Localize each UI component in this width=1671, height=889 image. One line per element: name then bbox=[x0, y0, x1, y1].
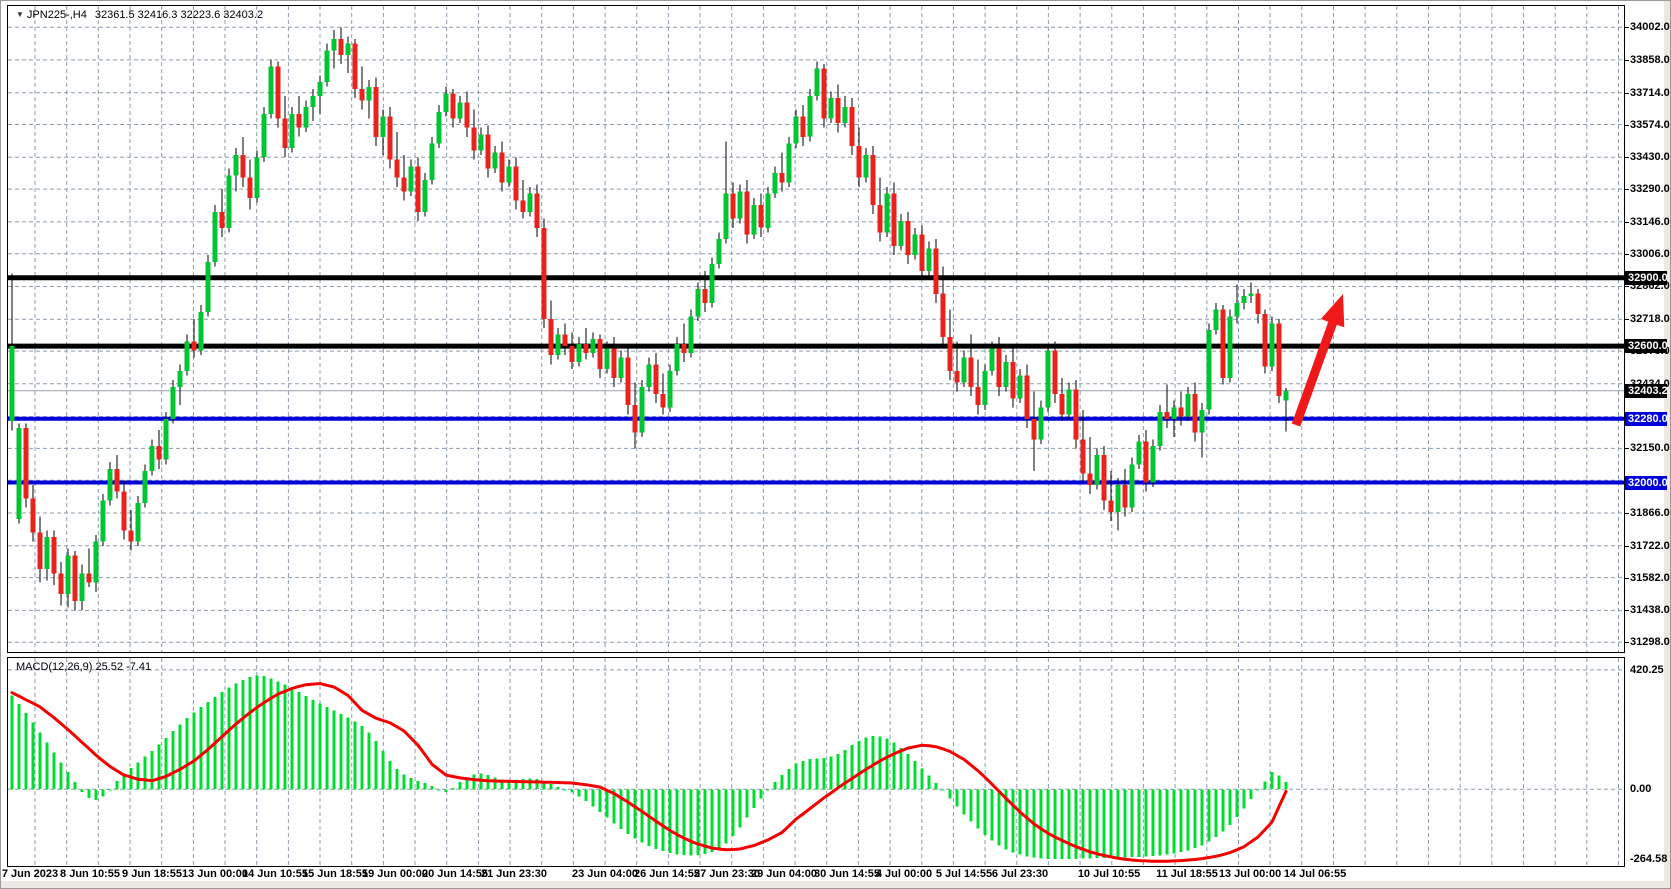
price-axis-label: 33146.0 bbox=[1630, 216, 1670, 228]
price-tag-32900.0: 32900.0 bbox=[1625, 271, 1668, 285]
price-axis-label: 31722.0 bbox=[1630, 540, 1670, 552]
time-axis-label: 14 Jun 10:55 bbox=[241, 868, 309, 880]
price-axis-label: 34002.0 bbox=[1630, 21, 1670, 33]
time-axis-label: 5 Jul 14:55 bbox=[935, 868, 993, 880]
price-tick bbox=[1625, 578, 1629, 579]
time-axis-label: 9 Jun 18:55 bbox=[122, 868, 182, 880]
price-tick bbox=[1625, 610, 1629, 611]
time-axis-label: 13 Jul 00:00 bbox=[1218, 868, 1282, 880]
price-tick bbox=[1625, 189, 1629, 190]
time-axis-label: 23 Jun 04:00 bbox=[571, 868, 639, 880]
chart-title-bar: ▼ JPN225-,H4 32361.5 32416.3 32223.6 32403… bbox=[14, 9, 263, 21]
price-axis-label: 33430.0 bbox=[1630, 151, 1670, 163]
chart-ohlc-values: 32361.5 32416.3 32223.6 32403.2 bbox=[94, 9, 264, 21]
time-axis-label: 7 Jun 2023 bbox=[1, 868, 59, 880]
window-right-edge bbox=[1663, 1, 1670, 888]
time-axis-label: 29 Jun 04:00 bbox=[750, 868, 818, 880]
price-tick bbox=[1625, 286, 1629, 287]
price-axis-label: 31298.0 bbox=[1630, 636, 1670, 648]
main-chart-panel[interactable]: ▼ JPN225-,H4 32361.5 32416.3 32223.6 32403… bbox=[7, 5, 1625, 653]
price-axis-label: 33006.0 bbox=[1630, 248, 1670, 260]
time-axis-label: 4 Jul 00:00 bbox=[875, 868, 933, 880]
trend-arrow-annotation[interactable] bbox=[1291, 294, 1345, 427]
price-axis-label: 32718.0 bbox=[1630, 313, 1670, 325]
macd-panel[interactable]: MACD(12,26,9) 25.52 -7.41 bbox=[7, 657, 1625, 867]
time-axis-label: 26 Jun 14:55 bbox=[633, 868, 701, 880]
candles bbox=[9, 27, 1289, 611]
price-axis-label: 33714.0 bbox=[1630, 87, 1670, 99]
window-bottom-edge bbox=[1, 881, 1670, 888]
candlestick-chart-canvas[interactable] bbox=[8, 6, 1624, 652]
time-axis-label: 19 Jun 00:00 bbox=[361, 868, 429, 880]
time-axis-label: 27 Jun 23:30 bbox=[693, 868, 761, 880]
price-axis-label: 33290.0 bbox=[1630, 183, 1670, 195]
time-axis-label: 6 Jul 23:30 bbox=[991, 868, 1049, 880]
price-axis-label: 31438.0 bbox=[1630, 604, 1670, 616]
time-axis-label: 15 Jun 18:55 bbox=[301, 868, 369, 880]
time-axis-label: 11 Jul 18:55 bbox=[1156, 868, 1218, 880]
time-axis-label: 21 Jun 23:30 bbox=[480, 868, 548, 880]
macd-indicator-label: MACD(12,26,9) 25.52 -7.41 bbox=[16, 661, 152, 673]
macd-signal-line bbox=[10, 682, 1288, 863]
price-tick bbox=[1625, 513, 1629, 514]
price-axis[interactable]: 34002.0 33858.0 33714.0 33574.0 33430.0 33290… bbox=[1625, 1, 1670, 881]
time-axis-label: 20 Jun 14:55 bbox=[421, 868, 489, 880]
time-axis-label: 14 Jul 06:55 bbox=[1283, 868, 1347, 880]
price-axis-label: 32150.0 bbox=[1630, 442, 1670, 454]
price-tick bbox=[1625, 642, 1629, 643]
price-tick bbox=[1625, 448, 1629, 449]
price-tag-32000.0: 32000.0 bbox=[1625, 476, 1668, 490]
price-axis-label: 31582.0 bbox=[1630, 572, 1670, 584]
time-axis-label: 10 Jul 10:55 bbox=[1077, 868, 1141, 880]
price-tick bbox=[1625, 27, 1629, 28]
price-tick bbox=[1625, 157, 1629, 158]
time-axis-label: 8 Jun 10:55 bbox=[60, 868, 120, 880]
time-axis-label: 30 Jun 14:55 bbox=[813, 868, 881, 880]
chart-symbol-timeframe: JPN225-,H4 bbox=[26, 9, 87, 21]
price-tick bbox=[1625, 546, 1629, 547]
symbol-dropdown-icon[interactable]: ▼ bbox=[16, 10, 24, 19]
price-tick bbox=[1625, 93, 1629, 94]
price-tag-32600.0: 32600.0 bbox=[1625, 339, 1668, 353]
price-tick bbox=[1625, 254, 1629, 255]
macd-histogram bbox=[10, 675, 1288, 860]
macd-axis-label: 0.00 bbox=[1630, 783, 1652, 795]
macd-chart-canvas[interactable] bbox=[8, 658, 1624, 866]
price-tag-32280.0: 32280.0 bbox=[1625, 412, 1668, 426]
price-axis-label: 31866.0 bbox=[1630, 507, 1670, 519]
macd-axis-label: -264.58 bbox=[1630, 853, 1668, 865]
price-axis-label: 33858.0 bbox=[1630, 54, 1670, 66]
price-tick bbox=[1625, 60, 1629, 61]
time-axis-label: 13 Jun 00:00 bbox=[181, 868, 249, 880]
price-tick bbox=[1625, 222, 1629, 223]
price-tick bbox=[1625, 125, 1629, 126]
macd-axis-label: 420.25 bbox=[1630, 664, 1664, 676]
time-axis[interactable]: 7 Jun 2023 8 Jun 10:55 9 Jun 18:55 13 Jun 0… bbox=[2, 867, 1625, 881]
price-tag-32403.2: 32403.2 bbox=[1625, 384, 1668, 398]
price-tick bbox=[1625, 319, 1629, 320]
price-axis-label: 33574.0 bbox=[1630, 119, 1670, 131]
